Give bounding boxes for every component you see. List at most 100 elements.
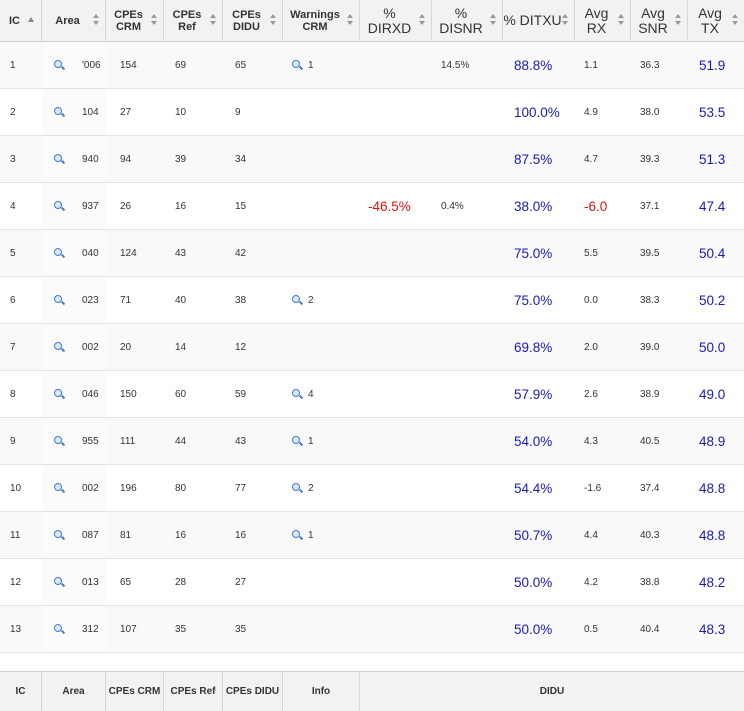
cell-cpes-didu-value: 12 <box>235 341 247 353</box>
cell-ic-value: 9 <box>10 435 16 447</box>
footer-area: Area <box>42 672 106 711</box>
sort-icon <box>419 14 426 26</box>
column-header-pct-dirxd[interactable]: % DIRXD <box>360 0 432 41</box>
table-row[interactable]: 1 '006 154 69 65 1 14.5% 88.8% 1.1 36.3 51.9 <box>0 42 744 89</box>
table-row[interactable]: 10 002 196 80 77 2 54.4% -1.6 37.4 48.8 <box>0 465 744 512</box>
magnifier-icon[interactable] <box>292 435 303 447</box>
cell-avg-tx: 50.0 <box>688 324 744 370</box>
cell-cpes-crm: 65 <box>106 559 164 605</box>
cell-pct-dirxd <box>360 606 432 652</box>
column-header-avg-tx-label: Avg TX <box>698 4 722 36</box>
cell-avg-tx-value: 50.0 <box>699 339 726 355</box>
cell-area: 002 <box>42 324 106 370</box>
table-row[interactable]: 13 312 107 35 35 50.0% 0.5 40.4 48.3 <box>0 606 744 653</box>
cell-pct-ditxu-value: 100.0% <box>514 104 560 120</box>
cell-pct-dirxd-value: -46.5% <box>368 198 411 214</box>
magnifier-icon[interactable] <box>54 59 65 71</box>
cell-cpes-ref-value: 44 <box>175 435 187 447</box>
table-footer: IC Area CPEs CRM CPEs Ref CPEs DIDU Info… <box>0 671 744 711</box>
magnifier-icon[interactable] <box>54 623 65 635</box>
cell-avg-snr: 39.0 <box>631 324 688 370</box>
cell-area: 087 <box>42 512 106 558</box>
column-header-pct-disnr[interactable]: % DISNR <box>432 0 503 41</box>
column-header-cpes-didu[interactable]: CPEs DIDU <box>223 0 283 41</box>
cell-pct-ditxu-value: 69.8% <box>514 339 553 355</box>
cell-ic: 12 <box>0 559 42 605</box>
cell-area: 002 <box>42 465 106 511</box>
magnifier-icon[interactable] <box>54 482 65 494</box>
column-header-cpes-crm[interactable]: CPEs CRM <box>106 0 164 41</box>
cell-cpes-crm: 71 <box>106 277 164 323</box>
table-row[interactable]: 6 023 71 40 38 2 75.0% 0.0 38.3 50.2 <box>0 277 744 324</box>
magnifier-icon[interactable] <box>292 294 303 306</box>
table-row[interactable]: 4 937 26 16 15 -46.5% 0.4% 38.0% -6.0 37.1 47.4 <box>0 183 744 230</box>
table-row[interactable]: 2 104 27 10 9 100.0% 4.9 38.0 53.5 <box>0 89 744 136</box>
footer-cpes-crm: CPEs CRM <box>106 672 164 711</box>
cell-pct-disnr <box>432 512 503 558</box>
cell-cpes-ref-value: 16 <box>175 200 187 212</box>
table-row[interactable]: 3 940 94 39 34 87.5% 4.7 39.3 51.3 <box>0 136 744 183</box>
magnifier-icon[interactable] <box>54 106 65 118</box>
magnifier-icon[interactable] <box>54 576 65 588</box>
magnifier-icon[interactable] <box>54 529 65 541</box>
column-header-avg-rx[interactable]: Avg RX <box>575 0 631 41</box>
table-row[interactable]: 7 002 20 14 12 69.8% 2.0 39.0 50.0 <box>0 324 744 371</box>
cell-cpes-ref-value: 43 <box>175 247 187 259</box>
cell-pct-dirxd <box>360 465 432 511</box>
table-row[interactable]: 8 046 150 60 59 4 57.9% 2.6 38.9 49.0 <box>0 371 744 418</box>
cell-warnings: 2 <box>283 277 360 323</box>
cell-avg-rx: 4.7 <box>575 136 631 182</box>
magnifier-icon[interactable] <box>54 200 65 212</box>
cell-cpes-didu: 42 <box>223 230 283 276</box>
column-header-cpes-ref[interactable]: CPEs Ref <box>164 0 223 41</box>
column-header-pct-ditxu[interactable]: % DITXU <box>503 0 575 41</box>
column-header-warnings-crm[interactable]: Warnings CRM <box>283 0 360 41</box>
column-header-area[interactable]: Area <box>42 0 106 41</box>
cell-area-value: 937 <box>82 200 99 212</box>
column-header-avg-snr[interactable]: Avg SNR <box>631 0 688 41</box>
sort-icon <box>618 14 625 26</box>
cell-area-value: 002 <box>82 482 99 494</box>
cell-avg-snr: 38.3 <box>631 277 688 323</box>
magnifier-icon[interactable] <box>54 153 65 165</box>
magnifier-icon[interactable] <box>54 341 65 353</box>
column-header-avg-tx[interactable]: Avg TX <box>688 0 744 41</box>
cell-area: 955 <box>42 418 106 464</box>
cell-warnings <box>283 230 360 276</box>
magnifier-icon[interactable] <box>292 59 303 71</box>
table-row[interactable]: 12 013 65 28 27 50.0% 4.2 38.8 48.2 <box>0 559 744 606</box>
cell-cpes-crm-value: 65 <box>120 576 132 588</box>
cell-avg-rx: -1.6 <box>575 465 631 511</box>
cell-avg-snr-value: 38.8 <box>640 576 660 588</box>
cell-avg-snr: 39.5 <box>631 230 688 276</box>
sort-icon <box>210 14 217 26</box>
table-row[interactable]: 5 040 124 43 42 75.0% 5.5 39.5 50.4 <box>0 230 744 277</box>
cell-ic-value: 11 <box>10 529 21 541</box>
cell-warnings: 1 <box>283 512 360 558</box>
cell-ic-value: 7 <box>10 341 16 353</box>
magnifier-icon[interactable] <box>54 247 65 259</box>
cell-avg-rx: 1.1 <box>575 42 631 88</box>
cell-area-value: 940 <box>82 153 99 165</box>
magnifier-icon[interactable] <box>54 294 65 306</box>
sort-icon <box>151 14 158 26</box>
cell-cpes-crm-value: 81 <box>120 529 132 541</box>
cell-cpes-ref-value: 16 <box>175 529 187 541</box>
magnifier-icon[interactable] <box>292 388 303 400</box>
magnifier-icon[interactable] <box>292 482 303 494</box>
cell-ic-value: 6 <box>10 294 16 306</box>
cell-pct-dirxd <box>360 136 432 182</box>
cell-cpes-didu-value: 34 <box>235 153 247 165</box>
table-row[interactable]: 11 087 81 16 16 1 50.7% 4.4 40.3 48.8 <box>0 512 744 559</box>
column-header-ic[interactable]: IC <box>0 0 42 41</box>
column-header-pct-ditxu-label: % DITXU <box>503 12 562 28</box>
magnifier-icon[interactable] <box>54 435 65 447</box>
sort-ascending-icon <box>28 17 34 22</box>
magnifier-icon[interactable] <box>292 529 303 541</box>
cell-cpes-didu: 9 <box>223 89 283 135</box>
cell-avg-snr: 38.9 <box>631 371 688 417</box>
table-row[interactable]: 9 955 111 44 43 1 54.0% 4.3 40.5 48.9 <box>0 418 744 465</box>
magnifier-icon[interactable] <box>54 388 65 400</box>
cell-pct-ditxu-value: 75.0% <box>514 245 553 261</box>
cell-warnings <box>283 606 360 652</box>
